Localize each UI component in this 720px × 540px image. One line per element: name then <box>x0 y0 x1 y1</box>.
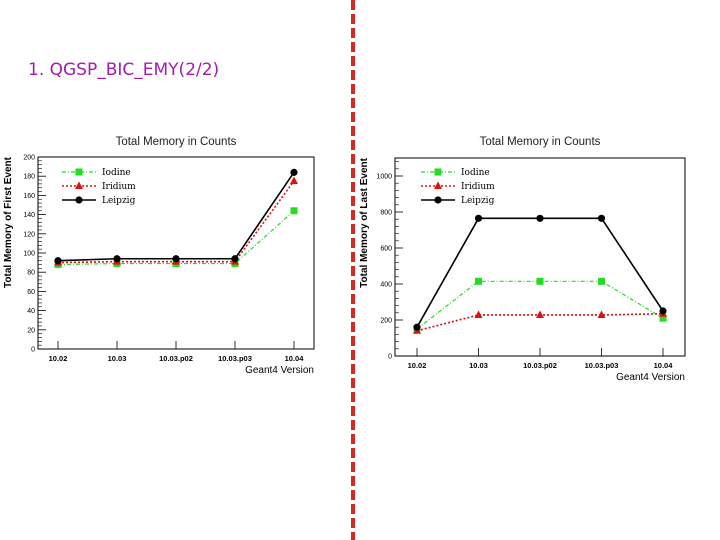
y-tick-label: 140 <box>23 212 35 219</box>
x-tick-label: 10.03.p02 <box>523 361 557 370</box>
x-tick-label: 10.03.p02 <box>159 354 193 363</box>
data-point-iodine <box>475 277 482 285</box>
y-tick-label: 80 <box>27 270 35 277</box>
y-axis-label: Total Memory of First Event <box>3 156 14 288</box>
x-axis-label: Geant4 Version <box>616 372 685 383</box>
x-tick-label: 10.04 <box>285 354 305 363</box>
data-point-iodine <box>659 314 667 322</box>
data-point-leipzig <box>597 214 606 222</box>
data-point-iridium <box>290 176 298 184</box>
y-axis-label: Total Memory of Last Event <box>359 157 370 288</box>
series-iridium <box>413 309 667 334</box>
data-point-leipzig <box>413 323 421 331</box>
data-point-leipzig <box>290 168 298 176</box>
data-point-leipzig <box>231 255 239 263</box>
series-iodine <box>413 277 667 333</box>
legend-label-iridium: Iridium <box>461 182 495 192</box>
legend-label-leipzig: Leipzig <box>461 196 495 206</box>
legend-marker-iridium <box>75 181 83 189</box>
legend-label-iodine: Iodine <box>461 168 490 178</box>
y-tick-label: 200 <box>380 318 392 325</box>
data-point-leipzig <box>172 255 180 263</box>
legend-marker-iridium <box>434 181 442 189</box>
legend-label-iodine: Iodine <box>102 168 131 178</box>
x-tick-label: 10.03.p03 <box>218 354 252 363</box>
series-line-iodine <box>416 280 664 330</box>
legend-label-leipzig: Leipzig <box>102 196 136 206</box>
series-line-leipzig <box>57 171 295 262</box>
x-tick-label: 10.03.p03 <box>585 361 619 370</box>
chart-title: Total Memory in Counts <box>480 136 601 148</box>
chart-title: Total Memory in Counts <box>116 136 237 148</box>
legend-marker-iodine <box>434 168 442 176</box>
data-point-leipzig <box>474 214 483 222</box>
x-tick-label: 10.02 <box>408 361 427 370</box>
series-leipzig <box>54 168 298 265</box>
y-tick-label: 0 <box>31 347 35 354</box>
data-point-iridium <box>474 310 483 318</box>
data-point-leipzig <box>536 214 544 222</box>
x-tick-label: 10.02 <box>49 354 68 363</box>
x-axis-label: Geant4 Version <box>245 365 314 376</box>
data-point-iodine <box>290 207 298 215</box>
data-point-iodine <box>536 277 544 285</box>
data-point-leipzig <box>113 255 121 263</box>
y-tick-label: 200 <box>23 155 35 162</box>
series-leipzig <box>413 214 667 331</box>
legend-marker-leipzig <box>434 196 442 204</box>
y-tick-label: 20 <box>27 327 35 334</box>
y-tick-label: 800 <box>380 210 392 217</box>
chart-last-event: Total Memory in Counts 0 200 400 600 800 1000 1… <box>359 136 686 383</box>
y-tick-label: 40 <box>27 308 35 315</box>
series-line-iridium <box>57 180 295 264</box>
y-tick-label: 160 <box>23 193 35 200</box>
y-tick-label: 600 <box>380 246 392 253</box>
legend-marker-iodine <box>75 168 83 176</box>
data-point-iridium <box>536 310 544 318</box>
vertical-divider <box>351 0 355 540</box>
y-tick-label: 100 <box>23 251 35 258</box>
slide-title: 1. QGSP_BIC_EMY(2/2) <box>28 60 220 80</box>
legend-marker-leipzig <box>75 196 83 204</box>
y-tick-label: 60 <box>27 289 35 296</box>
chart-first-event: Total Memory in Counts 0 20 40 60 80 100 120 140… <box>3 136 315 376</box>
x-tick-label: 10.04 <box>654 361 674 370</box>
y-tick-label: 1000 <box>376 174 392 181</box>
x-tick-label: 10.03 <box>108 354 127 363</box>
x-tick-label: 10.03 <box>469 361 488 370</box>
data-point-iodine <box>598 277 605 285</box>
y-tick-label: 0 <box>388 354 392 361</box>
data-point-leipzig <box>54 257 62 265</box>
y-tick-label: 120 <box>23 231 35 238</box>
y-tick-label: 400 <box>380 282 392 289</box>
data-point-iridium <box>597 310 606 318</box>
legend-label-iridium: Iridium <box>102 182 136 192</box>
y-tick-label: 180 <box>23 174 35 181</box>
data-point-leipzig <box>659 307 667 315</box>
